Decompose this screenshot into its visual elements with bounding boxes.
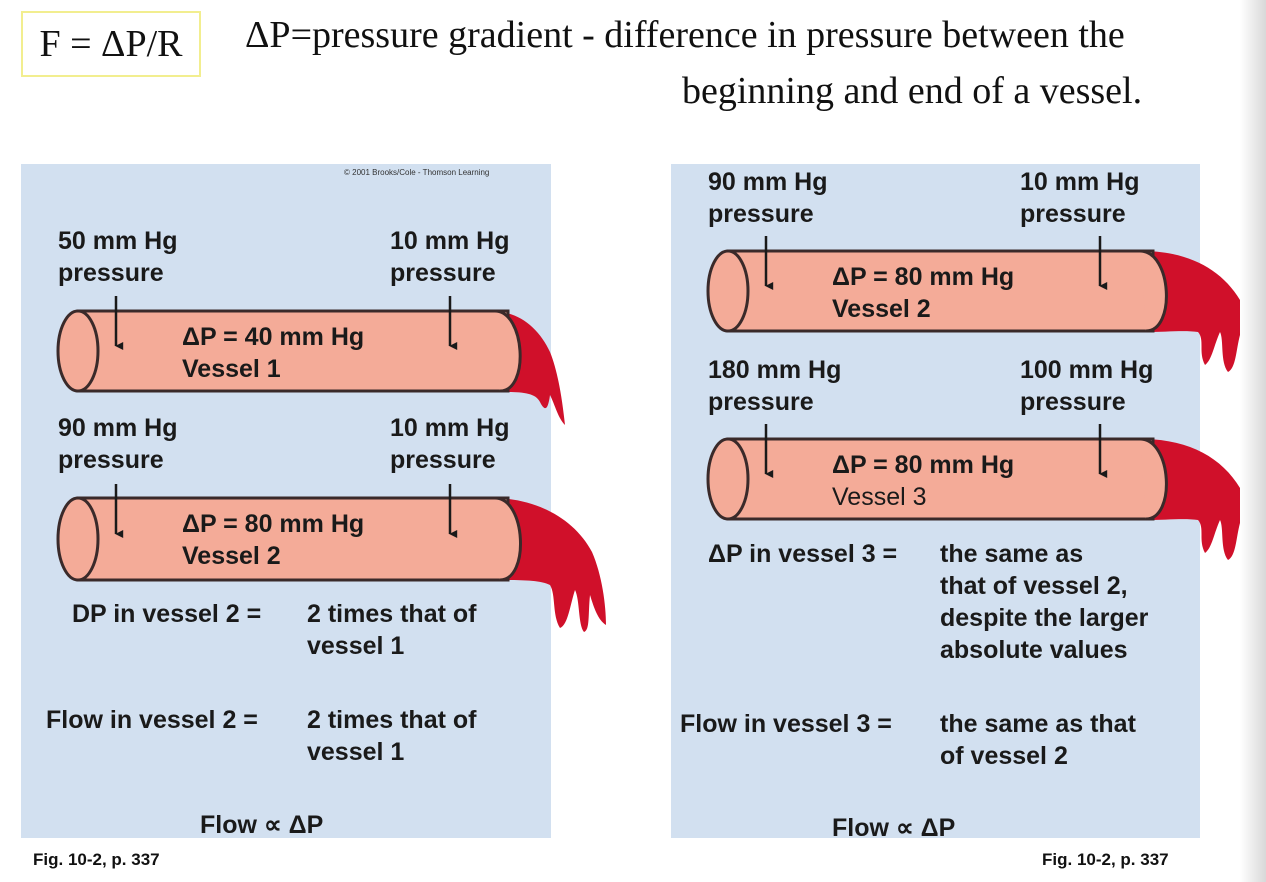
left-statement-2-line-2: vessel 1 [307, 738, 405, 766]
left-v1-start-value: 50 mm Hg [58, 227, 178, 255]
left-v2-start-value: 90 mm Hg [58, 414, 178, 442]
right-statement-1-label: ΔP in vessel 3 = [708, 540, 898, 568]
right-statement-2-line-1: the same as that [940, 710, 1136, 738]
vessel-end [1139, 437, 1168, 521]
left-v2-delta: ΔP = 80 mm Hg [182, 510, 365, 538]
left-v1-name: Vessel 1 [182, 355, 281, 383]
right-v3-end-word: pressure [1020, 388, 1126, 416]
right-statement-1-line-2: that of vessel 2, [940, 572, 1128, 600]
right-vessel-3 [706, 424, 1253, 560]
formula-text: F = ΔP/R [39, 23, 183, 65]
left-v2-name: Vessel 2 [182, 542, 281, 570]
right-v2-end-word: pressure [1020, 200, 1126, 228]
copyright-notice: © 2001 Brooks/Cole - Thomson Learning [344, 168, 490, 177]
left-statement-1-line-1: 2 times that of [307, 600, 477, 628]
left-v2-start-word: pressure [58, 446, 164, 474]
left-statement-1-line-2: vessel 1 [307, 632, 405, 660]
right-vessel-2 [706, 236, 1253, 372]
vessel-opening [56, 309, 100, 393]
left-v1-end-value: 10 mm Hg [390, 227, 510, 255]
right-v3-start-word: pressure [708, 388, 814, 416]
vessel-end [494, 496, 522, 582]
vessel-opening [56, 496, 100, 582]
right-v3-end-value: 100 mm Hg [1020, 356, 1154, 384]
vessel-body [726, 437, 1155, 521]
blood-spill [1145, 251, 1253, 372]
right-statement-2-line-2: of vessel 2 [940, 742, 1068, 770]
definition-line-2: beginning and end of a vessel. [682, 70, 1143, 112]
left-v2-end-value: 10 mm Hg [390, 414, 510, 442]
left-vessel-1 [56, 296, 565, 425]
right-proportionality: Flow ∝ ΔP [832, 814, 956, 842]
right-v3-name: Vessel 3 [832, 483, 927, 511]
page-edge-shadow [1240, 0, 1266, 882]
blood-spill [1145, 439, 1253, 560]
right-v3-start-value: 180 mm Hg [708, 356, 842, 384]
left-figure-caption: Fig. 10-2, p. 337 [33, 850, 160, 869]
left-v1-start-word: pressure [58, 259, 164, 287]
right-statement-1-line-4: absolute values [940, 636, 1128, 664]
right-v2-start-value: 90 mm Hg [708, 168, 828, 196]
left-proportionality: Flow ∝ ΔP [200, 811, 324, 839]
vessel-end [494, 309, 522, 393]
vessel-body [76, 309, 510, 393]
definition-line-1: ΔP=pressure gradient - difference in pre… [245, 14, 1125, 56]
left-v2-end-word: pressure [390, 446, 496, 474]
right-v2-delta: ΔP = 80 mm Hg [832, 263, 1015, 291]
left-v1-end-word: pressure [390, 259, 496, 287]
vessel-opening [706, 249, 750, 333]
formula-box: F = ΔP/R [21, 11, 201, 77]
right-v2-name: Vessel 2 [832, 295, 931, 323]
right-v2-end-value: 10 mm Hg [1020, 168, 1140, 196]
left-statement-2-line-1: 2 times that of [307, 706, 477, 734]
left-vessel-2 [56, 484, 606, 632]
left-statement-1-label: DP in vessel 2 = [72, 600, 262, 628]
vessel-end [1139, 249, 1168, 333]
left-v1-delta: ΔP = 40 mm Hg [182, 323, 365, 351]
right-statement-1-line-3: despite the larger [940, 604, 1149, 632]
definition-text: ΔP=pressure gradient - difference in pre… [245, 14, 1265, 112]
right-statement-2-label: Flow in vessel 3 = [680, 710, 892, 738]
right-figure-caption: Fig. 10-2, p. 337 [1042, 850, 1169, 869]
vessel-body [726, 249, 1155, 333]
right-v3-delta: ΔP = 80 mm Hg [832, 451, 1015, 479]
right-v2-start-word: pressure [708, 200, 814, 228]
blood-spill [497, 498, 606, 632]
vessel-opening [706, 437, 750, 521]
left-statement-2-label: Flow in vessel 2 = [46, 706, 258, 734]
right-statement-1-line-1: the same as [940, 540, 1084, 568]
